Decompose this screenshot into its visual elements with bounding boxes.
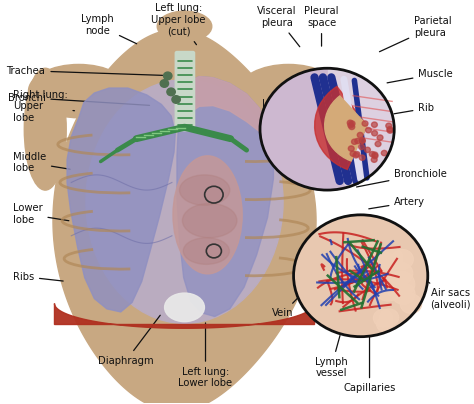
- Polygon shape: [177, 77, 273, 316]
- Text: Vein: Vein: [273, 286, 310, 318]
- Circle shape: [362, 243, 383, 262]
- Text: Bronchi: Bronchi: [8, 93, 149, 105]
- Text: Lung: Lung: [262, 99, 291, 111]
- Circle shape: [372, 152, 378, 158]
- Text: Parietal
pleura: Parietal pleura: [380, 16, 452, 52]
- Text: Bronchiole: Bronchiole: [356, 169, 447, 187]
- Ellipse shape: [173, 156, 242, 274]
- Wedge shape: [261, 69, 344, 189]
- Circle shape: [164, 72, 172, 80]
- Text: Trachea: Trachea: [7, 66, 163, 76]
- Circle shape: [372, 153, 378, 159]
- Text: Artery: Artery: [369, 197, 425, 209]
- Circle shape: [376, 246, 402, 270]
- Circle shape: [364, 267, 384, 286]
- Circle shape: [387, 128, 393, 133]
- Circle shape: [355, 138, 361, 144]
- Text: Right lung:
Upper
lobe: Right lung: Upper lobe: [13, 90, 74, 123]
- Ellipse shape: [86, 80, 283, 323]
- Text: Muscle: Muscle: [387, 69, 453, 83]
- Circle shape: [349, 124, 355, 130]
- Circle shape: [376, 317, 393, 332]
- Polygon shape: [53, 29, 316, 404]
- Circle shape: [260, 68, 394, 190]
- Circle shape: [167, 88, 175, 96]
- Circle shape: [374, 252, 397, 273]
- Text: Capillaries: Capillaries: [343, 337, 396, 393]
- Circle shape: [349, 121, 355, 126]
- Circle shape: [392, 283, 415, 305]
- Circle shape: [387, 279, 409, 298]
- Circle shape: [369, 152, 375, 157]
- Ellipse shape: [164, 293, 204, 322]
- Text: Rib: Rib: [394, 103, 434, 114]
- Text: Ribs: Ribs: [13, 271, 63, 282]
- Polygon shape: [67, 88, 175, 312]
- Ellipse shape: [182, 204, 237, 238]
- Text: Lymph
node: Lymph node: [82, 15, 137, 44]
- Polygon shape: [55, 303, 315, 328]
- Circle shape: [359, 155, 365, 160]
- Ellipse shape: [180, 175, 230, 205]
- Circle shape: [372, 130, 377, 136]
- Ellipse shape: [28, 65, 129, 118]
- Circle shape: [357, 133, 363, 138]
- Circle shape: [348, 146, 354, 151]
- Circle shape: [371, 157, 377, 162]
- Wedge shape: [325, 96, 367, 161]
- Text: Middle
lobe: Middle lobe: [13, 152, 70, 173]
- Ellipse shape: [157, 11, 212, 42]
- Circle shape: [348, 122, 354, 128]
- Circle shape: [372, 122, 377, 127]
- Circle shape: [388, 262, 413, 285]
- Circle shape: [172, 96, 180, 103]
- Circle shape: [387, 271, 415, 297]
- Text: Air sacs
(alveoli): Air sacs (alveoli): [408, 267, 471, 309]
- Circle shape: [347, 120, 353, 125]
- Polygon shape: [165, 34, 203, 91]
- Ellipse shape: [301, 68, 343, 190]
- Text: Lymph
vessel: Lymph vessel: [315, 335, 347, 379]
- Wedge shape: [315, 86, 367, 169]
- Circle shape: [381, 150, 387, 156]
- Circle shape: [352, 139, 357, 144]
- Text: Left lung:
Lower lobe: Left lung: Lower lobe: [178, 323, 233, 388]
- Ellipse shape: [183, 238, 229, 264]
- Circle shape: [374, 277, 401, 301]
- Circle shape: [160, 80, 169, 87]
- Circle shape: [359, 144, 365, 149]
- Text: Diaphragm: Diaphragm: [98, 315, 160, 366]
- Circle shape: [400, 294, 422, 314]
- Text: Lower
lobe: Lower lobe: [13, 203, 69, 225]
- Circle shape: [365, 147, 370, 153]
- Circle shape: [386, 123, 392, 128]
- Circle shape: [359, 138, 365, 143]
- Circle shape: [367, 271, 387, 290]
- Circle shape: [362, 121, 368, 126]
- Circle shape: [350, 151, 356, 156]
- Circle shape: [354, 152, 360, 157]
- Text: Left lung:
Upper lobe
(cut): Left lung: Upper lobe (cut): [151, 3, 206, 45]
- Circle shape: [375, 141, 381, 147]
- Circle shape: [374, 309, 392, 327]
- Circle shape: [377, 135, 383, 140]
- Ellipse shape: [24, 68, 66, 190]
- Polygon shape: [187, 77, 268, 137]
- Circle shape: [356, 239, 377, 258]
- Circle shape: [359, 138, 365, 143]
- Circle shape: [380, 309, 399, 326]
- Circle shape: [387, 126, 393, 132]
- Ellipse shape: [238, 65, 339, 118]
- Text: Visceral
pleura: Visceral pleura: [257, 6, 300, 47]
- Circle shape: [365, 128, 372, 133]
- Text: Pleural
space: Pleural space: [304, 6, 339, 46]
- Circle shape: [392, 249, 413, 269]
- FancyBboxPatch shape: [175, 51, 194, 131]
- Circle shape: [293, 215, 428, 337]
- Circle shape: [353, 153, 359, 158]
